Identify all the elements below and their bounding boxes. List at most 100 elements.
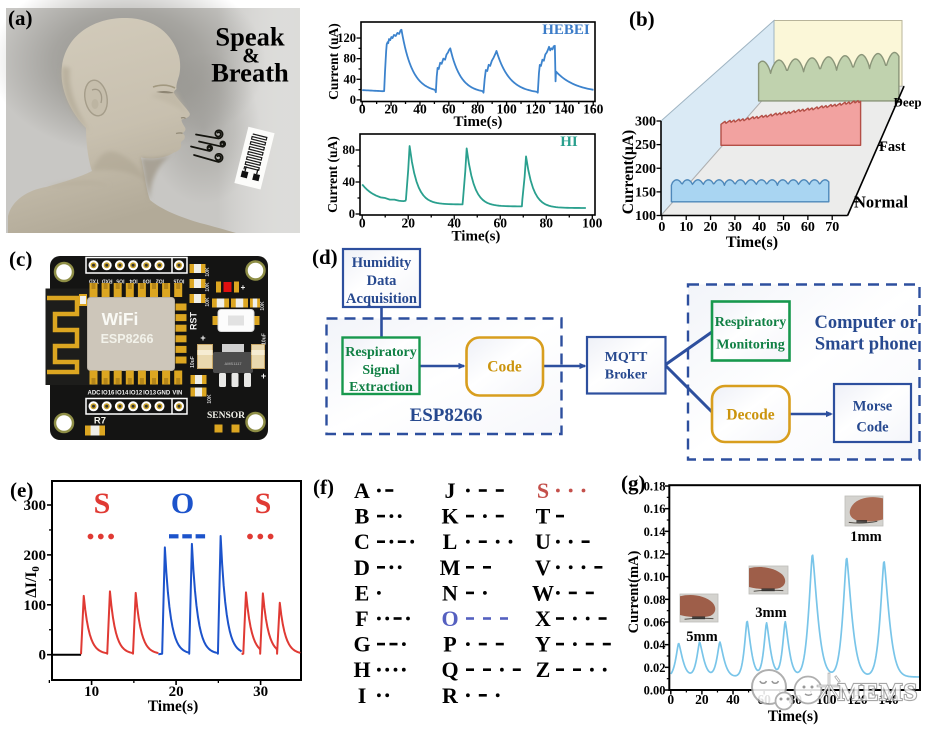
svg-text:80: 80 — [344, 52, 357, 66]
svg-text:A: A — [354, 478, 370, 503]
svg-text:5mm: 5mm — [686, 629, 717, 645]
svg-text:0.14: 0.14 — [644, 525, 667, 539]
svg-text:Respiratory: Respiratory — [715, 315, 787, 330]
svg-text:80: 80 — [343, 143, 356, 157]
svg-text:(e): (e) — [10, 478, 33, 502]
svg-text:U: U — [535, 529, 551, 554]
svg-text:Current(µA): Current(µA) — [620, 130, 637, 214]
svg-text:J: J — [445, 478, 456, 503]
svg-text:100: 100 — [635, 209, 656, 224]
svg-text:70: 70 — [825, 220, 839, 235]
svg-text:Extraction: Extraction — [349, 380, 413, 395]
svg-text:Code: Code — [487, 359, 522, 376]
svg-text:0: 0 — [658, 220, 665, 235]
svg-text:10K: 10K — [260, 301, 266, 311]
svg-text:10K: 10K — [207, 394, 213, 404]
svg-text:IO5: IO5 — [116, 278, 124, 284]
svg-text:20: 20 — [704, 220, 718, 235]
svg-text:Smart phone: Smart phone — [815, 335, 917, 355]
svg-text:Current(mA): Current(mA) — [626, 550, 642, 633]
svg-text:Time(s): Time(s) — [726, 234, 778, 251]
svg-text:140: 140 — [554, 102, 575, 117]
svg-text:WiFi: WiFi — [102, 309, 139, 329]
svg-text:0.10: 0.10 — [644, 570, 666, 584]
svg-text:10uF: 10uF — [190, 356, 196, 368]
svg-text:50: 50 — [777, 220, 791, 235]
svg-text:20: 20 — [169, 684, 184, 700]
svg-text:100: 100 — [496, 102, 517, 117]
svg-text:0: 0 — [667, 692, 674, 707]
svg-text:0: 0 — [349, 207, 355, 221]
svg-text:ADC: ADC — [88, 391, 102, 397]
svg-text:Morse: Morse — [853, 399, 893, 415]
svg-text:Q: Q — [441, 657, 458, 682]
svg-text:10K: 10K — [205, 267, 211, 277]
svg-text:Computer or: Computer or — [815, 313, 918, 333]
svg-text:I: I — [358, 683, 367, 708]
svg-text:+: + — [200, 333, 205, 343]
svg-text:HI: HI — [560, 134, 578, 150]
svg-text:IO15: IO15 — [173, 278, 184, 284]
svg-text:30: 30 — [253, 684, 268, 700]
svg-text:Y: Y — [535, 632, 551, 657]
svg-text:0: 0 — [359, 216, 366, 231]
svg-text:Time(s): Time(s) — [148, 698, 199, 715]
svg-text:L: L — [443, 529, 458, 554]
svg-text:10: 10 — [84, 684, 99, 700]
svg-text:S: S — [255, 487, 272, 520]
svg-text:Time(s): Time(s) — [454, 114, 503, 130]
svg-text:Humidity: Humidity — [352, 255, 412, 271]
svg-text:0.06: 0.06 — [644, 616, 666, 630]
svg-text:Monitoring: Monitoring — [716, 338, 784, 353]
svg-text:ESP8266: ESP8266 — [410, 405, 483, 426]
svg-text:3mm: 3mm — [755, 605, 786, 621]
svg-text:10uF: 10uF — [262, 333, 268, 345]
svg-text:D: D — [354, 555, 370, 580]
svg-text:F: F — [355, 606, 368, 631]
svg-text:VIN: VIN — [172, 391, 182, 397]
svg-text:Code: Code — [856, 420, 889, 436]
svg-text:(b): (b) — [629, 7, 655, 31]
svg-text:AMS1117: AMS1117 — [224, 361, 242, 366]
svg-text:0.18: 0.18 — [644, 480, 666, 494]
svg-text:Deep: Deep — [894, 95, 922, 110]
svg-text:0.16: 0.16 — [644, 502, 666, 516]
svg-text:Speak: Speak — [215, 22, 284, 52]
svg-text:40: 40 — [752, 220, 766, 235]
svg-text:Decode: Decode — [726, 407, 774, 424]
svg-text:60: 60 — [801, 220, 815, 235]
svg-text:200: 200 — [635, 162, 656, 177]
svg-text:20: 20 — [384, 102, 398, 117]
svg-text:H: H — [353, 657, 370, 682]
svg-text:Data: Data — [367, 273, 398, 289]
svg-text:Breath: Breath — [211, 58, 289, 88]
svg-text:1mm: 1mm — [850, 529, 881, 545]
svg-text:R: R — [442, 683, 459, 708]
svg-text:Acquisition: Acquisition — [346, 291, 417, 307]
svg-text:X: X — [535, 606, 551, 631]
svg-text:S: S — [94, 487, 111, 520]
svg-text:10K: 10K — [205, 282, 211, 292]
svg-text:Current (uA): Current (uA) — [325, 136, 340, 213]
svg-text:140: 140 — [878, 692, 899, 707]
svg-text:100: 100 — [24, 598, 47, 614]
svg-text:160: 160 — [583, 102, 604, 117]
svg-text:S: S — [537, 478, 549, 503]
svg-text:250: 250 — [635, 138, 656, 153]
svg-text:C: C — [354, 529, 370, 554]
svg-text:40: 40 — [343, 175, 356, 189]
svg-text:(g): (g) — [621, 471, 646, 495]
svg-text:Broker: Broker — [605, 368, 648, 383]
svg-text:V: V — [535, 555, 551, 580]
svg-text:0.08: 0.08 — [644, 593, 666, 607]
svg-text:Current (uA): Current (uA) — [326, 23, 341, 100]
svg-text:Normal: Normal — [854, 193, 908, 212]
svg-text:60: 60 — [494, 216, 508, 231]
svg-text:IO14: IO14 — [115, 391, 129, 397]
svg-text:E: E — [355, 580, 370, 605]
svg-text:ΔI/I0: ΔI/I0 — [23, 566, 42, 598]
svg-text:Fast: Fast — [879, 139, 906, 155]
svg-text:O: O — [441, 606, 458, 631]
svg-text:R7: R7 — [94, 416, 106, 427]
svg-text:0.04: 0.04 — [644, 638, 667, 652]
